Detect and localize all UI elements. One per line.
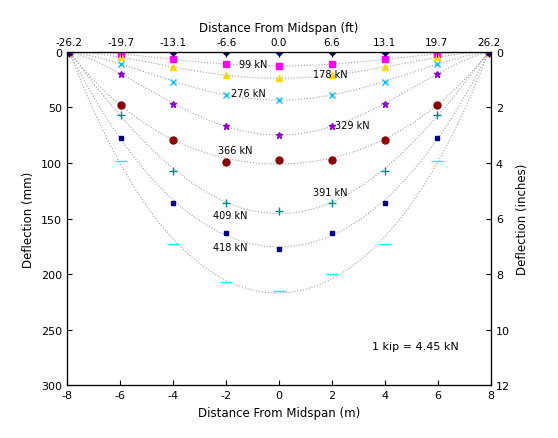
Y-axis label: Deflection (mm): Deflection (mm) xyxy=(22,171,35,267)
X-axis label: Distance From Midspan (ft): Distance From Midspan (ft) xyxy=(199,22,359,35)
Text: 391 kN: 391 kN xyxy=(314,187,348,198)
Text: 99 kN: 99 kN xyxy=(239,60,268,70)
Text: 366 kN: 366 kN xyxy=(218,145,253,155)
Text: 418 kN: 418 kN xyxy=(213,243,247,253)
Y-axis label: Deflection (inches): Deflection (inches) xyxy=(516,163,528,275)
Text: 409 kN: 409 kN xyxy=(213,211,247,221)
Text: 329 kN: 329 kN xyxy=(335,121,369,131)
Text: 178 kN: 178 kN xyxy=(314,70,348,80)
Text: 1 kip = 4.45 kN: 1 kip = 4.45 kN xyxy=(372,342,459,352)
X-axis label: Distance From Midspan (m): Distance From Midspan (m) xyxy=(198,406,360,419)
Text: 276 kN: 276 kN xyxy=(231,88,266,99)
